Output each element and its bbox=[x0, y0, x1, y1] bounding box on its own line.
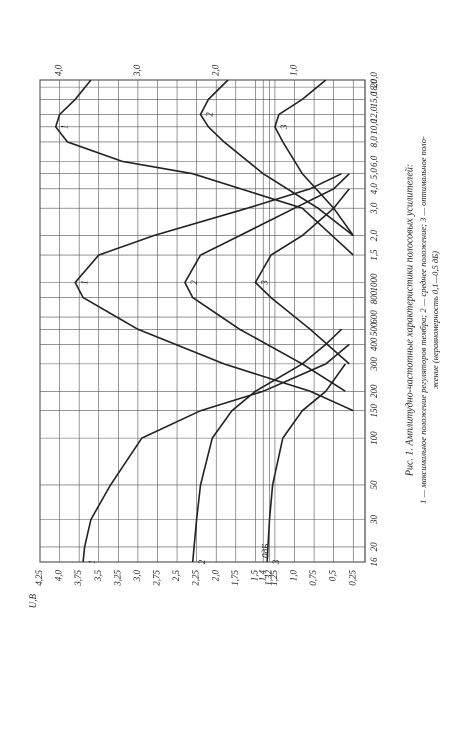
line-series bbox=[199, 79, 354, 237]
curve-label: 1 bbox=[87, 560, 97, 565]
y-tick-label: 1,75 bbox=[230, 570, 240, 586]
caption-line: жение (неравномерность 0,1—0,5 дБ) bbox=[430, 251, 440, 389]
y-tick-label: 4,25 bbox=[34, 570, 44, 586]
line-series bbox=[266, 363, 347, 563]
x-tick-label: 3,0 bbox=[369, 202, 379, 215]
x-tick-label: 400 bbox=[369, 337, 379, 351]
x-tick-label: 16 bbox=[369, 557, 379, 567]
x-tick-label: 5,0 bbox=[369, 168, 379, 180]
x-tick-label: 200 bbox=[369, 384, 379, 398]
y-tick-label: 2,5 bbox=[171, 570, 181, 582]
plot-frame bbox=[39, 79, 366, 563]
top-tick-label: 4,0 bbox=[54, 64, 64, 76]
x-tick-label: 20 bbox=[369, 542, 379, 552]
line-series bbox=[274, 79, 354, 237]
curve-label: 2 bbox=[189, 280, 199, 285]
y-tick-label: 1,25 bbox=[269, 570, 279, 586]
x-tick-label: 150 bbox=[369, 403, 379, 417]
y-axis-label: U,B bbox=[28, 594, 38, 609]
curve-label: 1 bbox=[79, 280, 89, 285]
x-tick-label: 4,0 bbox=[369, 183, 379, 195]
x-tick-label: 2,0 bbox=[369, 230, 379, 242]
y-tick-label: 0,25 bbox=[347, 570, 357, 586]
y-tick-label: 1,4 bbox=[257, 570, 267, 582]
x-tick-label: 18,0 bbox=[369, 79, 379, 95]
y-tick-label: 1,0 bbox=[289, 570, 299, 582]
y-tick-label: 3,25 bbox=[112, 570, 122, 587]
x-tick-label: 1000 bbox=[369, 273, 379, 292]
chart-title: Рис. 1. Амплитудно-частотные характерист… bbox=[404, 164, 415, 477]
x-tick-label: 6,0 bbox=[369, 155, 379, 167]
caption-line: 1 — максимальное положение регуляторов т… bbox=[418, 136, 428, 504]
y-tick-label: 3,5 bbox=[93, 570, 103, 583]
line-series bbox=[74, 172, 354, 412]
y-tick-label: 1,32 bbox=[264, 570, 274, 586]
y-tick-label: 0,5 bbox=[328, 570, 338, 582]
y-tick-label: 1,5 bbox=[249, 570, 259, 582]
y-tick-label: 2,0 bbox=[210, 570, 220, 582]
y-tick-label: 0,75 bbox=[308, 570, 318, 586]
annotation: 0дБ bbox=[261, 543, 271, 558]
x-tick-label: 600 bbox=[369, 310, 379, 324]
curve-label: 3 bbox=[271, 559, 281, 565]
line-series bbox=[82, 343, 350, 563]
top-tick-label: 2,0 bbox=[210, 64, 220, 76]
x-tick-label: 12,0 bbox=[369, 106, 379, 122]
line-series bbox=[254, 188, 350, 365]
top-tick-label: 3,0 bbox=[132, 64, 142, 77]
x-tick-label: 500 bbox=[369, 322, 379, 336]
y-tick-label: 2,25 bbox=[191, 570, 201, 586]
curve-label: 1 bbox=[60, 125, 70, 130]
y-tick-label: 3,0 bbox=[132, 570, 142, 583]
curve-label: 2 bbox=[197, 559, 207, 564]
curve-label: 3 bbox=[279, 124, 289, 130]
x-tick-label: 1,5 bbox=[369, 249, 379, 261]
x-tick-label: 10,0 bbox=[369, 118, 379, 134]
y-tick-label: 2,75 bbox=[152, 570, 162, 586]
curve-label: 3 bbox=[259, 280, 269, 286]
curve-label: 2 bbox=[205, 112, 215, 117]
x-tick-label: 30 bbox=[369, 515, 379, 526]
y-tick-label: 3,75 bbox=[73, 570, 83, 587]
x-tick-label: 50 bbox=[369, 480, 379, 490]
line-series bbox=[191, 328, 343, 563]
line-series bbox=[54, 79, 354, 256]
x-tick-label: 300 bbox=[369, 357, 379, 372]
x-tick-label: 100 bbox=[369, 431, 379, 445]
x-tick-label: 8,0 bbox=[369, 136, 379, 148]
x-tick-label: 20,0 bbox=[369, 72, 379, 88]
x-tick-label: 15,0 bbox=[369, 91, 379, 107]
y-tick-label: 4,0 bbox=[54, 570, 64, 582]
top-tick-label: 1,0 bbox=[289, 64, 299, 76]
x-tick-label: 800 bbox=[369, 290, 379, 304]
line-series bbox=[183, 173, 350, 392]
